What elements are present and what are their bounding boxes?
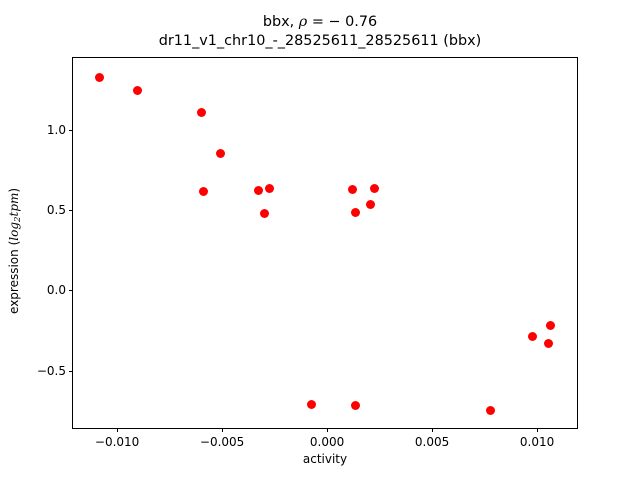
title-rho-symbol: ρ bbox=[298, 14, 308, 30]
y-axis-label-math-sub: 2 bbox=[12, 216, 23, 222]
data-point bbox=[350, 208, 360, 218]
data-point bbox=[369, 183, 379, 193]
plot-data-area bbox=[73, 58, 577, 428]
y-axis-label-prefix: expression ( bbox=[7, 240, 22, 314]
data-point bbox=[198, 187, 208, 197]
x-axis-tick-label: −0.005 bbox=[199, 435, 245, 449]
data-point bbox=[196, 107, 206, 117]
data-point bbox=[485, 406, 495, 416]
y-axis-tick bbox=[69, 370, 73, 372]
title-gene-prefix: bbx, bbox=[262, 14, 299, 30]
data-point bbox=[306, 399, 316, 409]
chart-title-line-2: dr11_v1_chr10_-_28525611_28525611 (bbx) bbox=[158, 32, 482, 49]
y-axis-label-math-base: log bbox=[7, 221, 22, 241]
x-axis-tick bbox=[117, 428, 119, 432]
y-axis-label-math-unit: tpm bbox=[7, 192, 22, 217]
x-axis-tick-label: −0.010 bbox=[94, 435, 140, 449]
x-axis-tick bbox=[222, 428, 224, 432]
data-point bbox=[347, 185, 357, 195]
y-axis-tick bbox=[69, 210, 73, 212]
x-axis-tick bbox=[432, 428, 434, 432]
data-point bbox=[94, 72, 104, 82]
title-rho-value: = − 0.76 bbox=[307, 14, 378, 30]
data-point bbox=[543, 338, 553, 348]
x-axis-tick-label: 0.010 bbox=[519, 435, 555, 449]
x-axis-label: activity bbox=[302, 452, 348, 466]
data-point bbox=[132, 86, 142, 96]
data-point bbox=[350, 401, 360, 411]
y-axis-tick-label: 1.0 bbox=[46, 122, 66, 137]
plot-axes-frame: −0.010 −0.005 0.000 0.005 0.010 1.0 0.5 0.0 −0.5 bbox=[37, 57, 578, 449]
x-axis-tick bbox=[537, 428, 539, 432]
data-point bbox=[365, 200, 375, 210]
chart-title: bbx, ρ = − 0.76 dr11_v1_chr10_-_28525611… bbox=[0, 13, 640, 50]
y-axis-tick bbox=[69, 129, 73, 131]
data-point bbox=[527, 332, 537, 342]
y-axis-tick-label: 0.5 bbox=[46, 203, 66, 218]
x-axis-tick-label: 0.000 bbox=[309, 435, 345, 449]
y-axis-tick-label: −0.5 bbox=[36, 363, 66, 378]
x-axis-tick bbox=[327, 428, 329, 432]
data-point bbox=[545, 320, 555, 330]
chart-title-line-1: bbx, ρ = − 0.76 bbox=[0, 13, 640, 32]
x-axis-tick-label: 0.005 bbox=[414, 435, 450, 449]
data-point bbox=[253, 186, 263, 196]
data-point bbox=[264, 184, 274, 194]
y-axis-label: expression (log2tpm) bbox=[7, 151, 23, 351]
y-axis-tick bbox=[69, 290, 73, 292]
y-axis-label-suffix: ) bbox=[7, 187, 22, 193]
data-point bbox=[215, 148, 225, 158]
data-point bbox=[259, 209, 269, 219]
y-axis-tick-label: 0.0 bbox=[46, 283, 66, 298]
